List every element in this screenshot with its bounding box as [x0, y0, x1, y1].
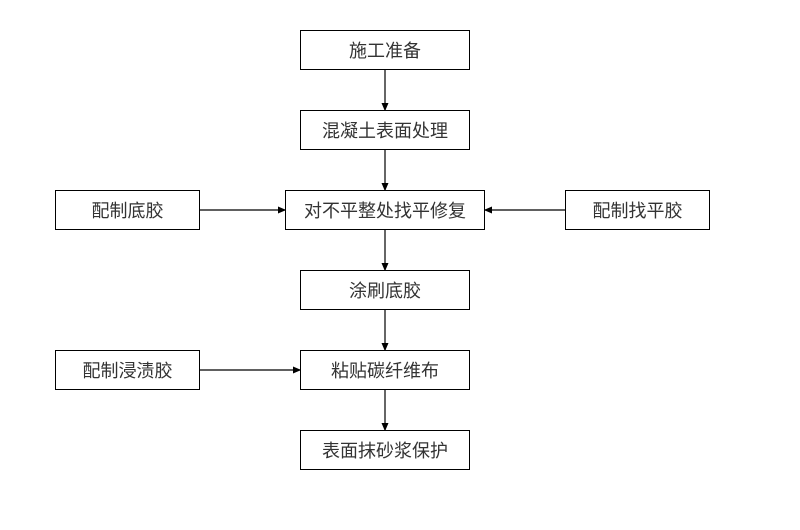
flowchart-node-label: 粘贴碳纤维布 [331, 357, 439, 383]
flowchart-node-label: 施工准备 [349, 37, 421, 63]
flowchart-canvas: 施工准备混凝土表面处理对不平整处找平修复涂刷底胶粘贴碳纤维布表面抹砂浆保护 配制底… [0, 0, 800, 530]
flowchart-node-n5: 粘贴碳纤维布 [300, 350, 470, 390]
flowchart-node-label: 表面抹砂浆保护 [322, 437, 448, 463]
flowchart-node-s3: 配制浸渍胶 [55, 350, 200, 390]
flowchart-node-label: 配制找平胶 [593, 197, 683, 223]
flowchart-node-label: 混凝土表面处理 [322, 117, 448, 143]
flowchart-node-n1: 施工准备 [300, 30, 470, 70]
flowchart-node-n6: 表面抹砂浆保护 [300, 430, 470, 470]
flowchart-node-label: 涂刷底胶 [349, 277, 421, 303]
flowchart-node-n4: 涂刷底胶 [300, 270, 470, 310]
flowchart-node-label: 配制底胶 [92, 197, 164, 223]
flowchart-node-label: 对不平整处找平修复 [304, 197, 466, 223]
flowchart-node-s1: 配制底胶 [55, 190, 200, 230]
flowchart-node-n2: 混凝土表面处理 [300, 110, 470, 150]
flowchart-node-n3: 对不平整处找平修复 [285, 190, 485, 230]
flowchart-node-label: 配制浸渍胶 [83, 357, 173, 383]
flowchart-node-s2: 配制找平胶 [565, 190, 710, 230]
